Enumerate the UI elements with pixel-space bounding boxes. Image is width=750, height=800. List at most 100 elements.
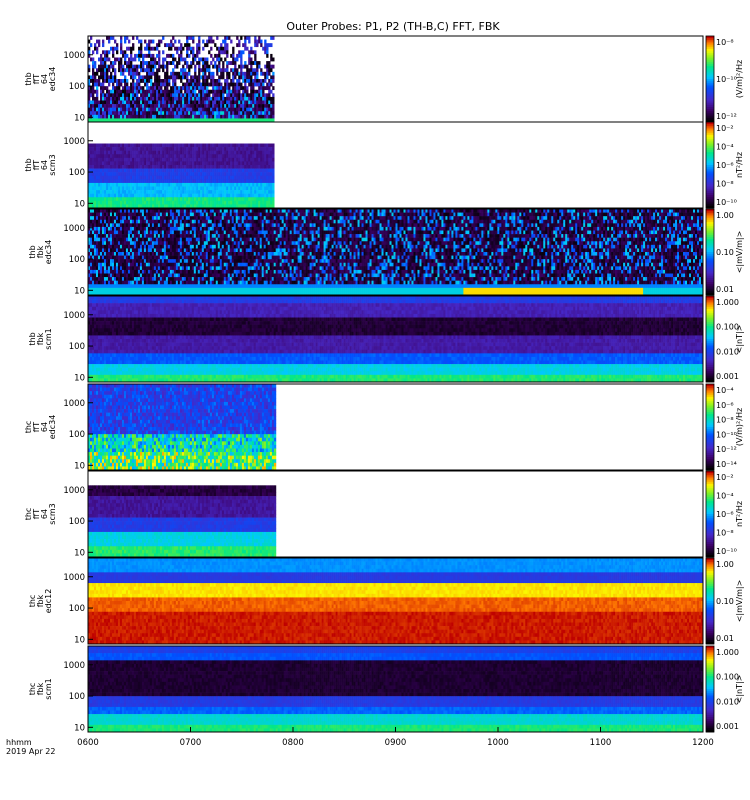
- heatmap-cell: [158, 90, 160, 94]
- heatmap-cell: [160, 288, 162, 292]
- heatmap-cell: [214, 201, 216, 205]
- heatmap-cell: [130, 144, 132, 148]
- y-tick-label: 100: [69, 82, 85, 92]
- heatmap-cell: [200, 75, 202, 79]
- heatmap-cell: [218, 83, 220, 87]
- heatmap-cell: [140, 209, 142, 213]
- heatmap-cell: [120, 179, 122, 183]
- heatmap-cell: [116, 284, 118, 288]
- heatmap-cell: [110, 79, 112, 83]
- heatmap-cell: [172, 61, 174, 65]
- heatmap-cell: [150, 241, 152, 245]
- heatmap-cell: [190, 154, 192, 158]
- heatmap-cell: [148, 252, 150, 256]
- heatmap-cell: [126, 104, 128, 108]
- heatmap-cell: [206, 161, 208, 165]
- y-axis-label-line: edc34: [48, 67, 57, 92]
- heatmap-cell: [248, 161, 250, 165]
- heatmap-cell: [138, 161, 140, 165]
- heatmap-cell: [152, 144, 154, 148]
- heatmap-cell: [102, 165, 104, 169]
- heatmap-cell: [138, 75, 140, 79]
- heatmap-cell: [170, 108, 172, 112]
- heatmap-cell: [226, 86, 228, 90]
- heatmap-cell: [176, 111, 178, 115]
- heatmap-cell: [136, 90, 138, 94]
- heatmap-cell: [134, 209, 136, 213]
- heatmap-cell: [96, 40, 98, 44]
- heatmap-cell: [208, 65, 210, 69]
- heatmap-cell: [110, 101, 112, 105]
- heatmap-cell: [272, 179, 274, 183]
- heatmap-cell: [158, 43, 160, 47]
- heatmap-cell: [256, 90, 258, 94]
- heatmap-cell: [222, 179, 224, 183]
- heatmap-cell: [188, 93, 190, 97]
- heatmap-cell: [132, 259, 134, 263]
- heatmap-cell: [224, 201, 226, 205]
- heatmap-cell: [124, 270, 126, 274]
- heatmap-cell: [248, 172, 250, 176]
- heatmap-cell: [184, 108, 186, 112]
- heatmap-cell: [108, 97, 110, 101]
- heatmap-cell: [170, 97, 172, 101]
- heatmap-cell: [104, 111, 106, 115]
- heatmap-cell: [120, 274, 122, 278]
- heatmap-cell: [260, 190, 262, 194]
- heatmap-cell: [160, 241, 162, 245]
- heatmap-cell: [168, 169, 170, 173]
- heatmap-cell: [266, 111, 268, 115]
- heatmap-cell: [196, 115, 198, 119]
- heatmap-cell: [152, 183, 154, 187]
- heatmap-cell: [128, 61, 130, 65]
- heatmap-cell: [150, 277, 152, 281]
- heatmap-cell: [144, 151, 146, 155]
- heatmap-cell: [234, 158, 236, 162]
- heatmap-cell: [140, 158, 142, 162]
- heatmap-cell: [142, 58, 144, 62]
- heatmap-cell: [106, 216, 108, 220]
- heatmap-cell: [246, 183, 248, 187]
- heatmap-cell: [180, 90, 182, 94]
- heatmap-cell: [150, 176, 152, 180]
- heatmap-cell: [136, 72, 138, 76]
- heatmap-cell: [182, 86, 184, 90]
- heatmap-cell: [178, 238, 180, 242]
- heatmap-cell: [242, 172, 244, 176]
- heatmap-cell: [98, 259, 100, 263]
- heatmap-cell: [200, 86, 202, 90]
- heatmap-cell: [256, 83, 258, 87]
- heatmap-cell: [140, 40, 142, 44]
- heatmap-cell: [204, 104, 206, 108]
- heatmap-cell: [96, 252, 98, 256]
- heatmap-cell: [132, 79, 134, 83]
- heatmap-cell: [112, 183, 114, 187]
- heatmap-cell: [268, 68, 270, 72]
- heatmap-cell: [104, 93, 106, 97]
- heatmap-cell: [208, 248, 210, 252]
- heatmap-cell: [94, 209, 96, 213]
- heatmap-cell: [232, 47, 234, 51]
- heatmap-cell: [262, 97, 264, 101]
- heatmap-cell: [92, 209, 94, 213]
- heatmap-cell: [272, 93, 274, 97]
- heatmap-cell: [262, 79, 264, 83]
- heatmap-cell: [98, 197, 100, 201]
- heatmap-cell: [170, 90, 172, 94]
- heatmap-cell: [190, 277, 192, 281]
- heatmap-cell: [118, 97, 120, 101]
- heatmap-cell: [114, 111, 116, 115]
- heatmap-cell: [190, 36, 192, 40]
- heatmap-cell: [94, 83, 96, 87]
- heatmap-cell: [198, 248, 200, 252]
- heatmap-cell: [94, 259, 96, 263]
- heatmap-cell: [258, 86, 260, 90]
- heatmap-cell: [156, 263, 158, 267]
- colorbar-tick-label: 10⁻¹²: [716, 112, 737, 121]
- heatmap-cell: [222, 165, 224, 169]
- heatmap-cell: [152, 252, 154, 256]
- heatmap-cell: [158, 115, 160, 119]
- heatmap-cell: [96, 68, 98, 72]
- heatmap-cell: [140, 252, 142, 256]
- heatmap-cell: [206, 104, 208, 108]
